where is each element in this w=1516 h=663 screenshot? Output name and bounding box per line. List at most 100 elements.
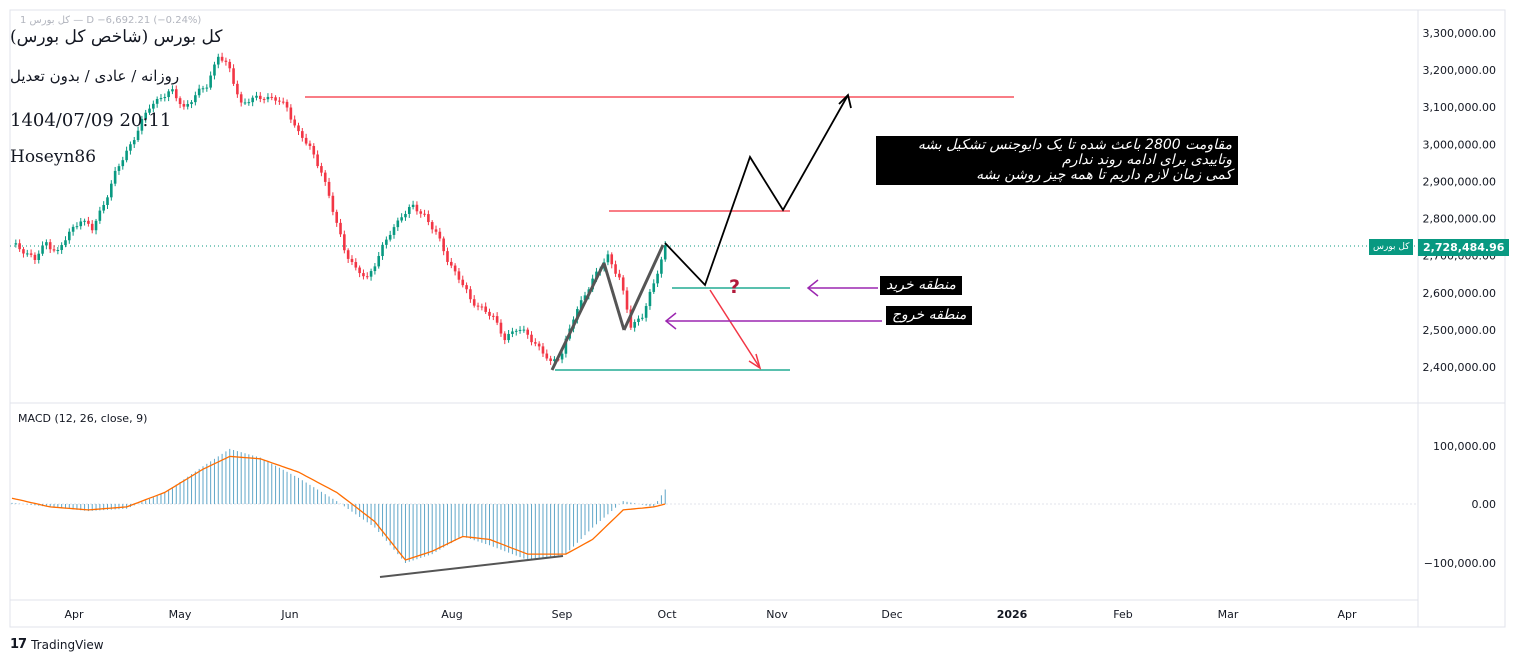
- candle-body: [503, 333, 507, 341]
- macd-divergence-line[interactable]: [379, 555, 564, 578]
- candle-body: [354, 262, 358, 268]
- time-tick-label: Sep: [552, 608, 573, 621]
- candle-body: [308, 143, 312, 146]
- candle-body: [564, 338, 568, 354]
- candle-body: [79, 221, 83, 227]
- candle-body: [610, 254, 614, 265]
- candle-body: [129, 144, 132, 151]
- bearish-path[interactable]: [709, 289, 761, 369]
- candle-body: [343, 234, 346, 251]
- time-tick-label: 2026: [997, 608, 1028, 621]
- tradingview-wordmark: TradingView: [31, 637, 104, 652]
- candle-body: [186, 104, 190, 107]
- candle-body: [33, 254, 37, 260]
- candle-body: [178, 98, 182, 105]
- time-tick-label: Apr: [64, 608, 84, 621]
- candle-body: [117, 166, 121, 171]
- candle-body: [373, 266, 377, 272]
- time-tick-label: Mar: [1218, 608, 1239, 621]
- chart-subtitle: روزانه / عادی / بدون تعدیل: [10, 67, 180, 85]
- candle-body: [339, 222, 342, 235]
- candle-body: [331, 195, 335, 212]
- candle-body: [14, 243, 18, 245]
- last-price-symbol-badge: کل بورس: [1369, 239, 1414, 255]
- candle-body: [236, 83, 239, 95]
- candle-body: [87, 220, 90, 224]
- chart-author: Hoseyn86: [10, 147, 97, 167]
- candle-body: [323, 172, 327, 182]
- candle-body: [213, 64, 216, 76]
- candle-body: [41, 245, 44, 254]
- candle-body: [255, 95, 258, 98]
- candle-body: [289, 107, 293, 120]
- candle-body: [102, 204, 105, 211]
- candle-body: [194, 95, 197, 103]
- candle-body: [583, 295, 587, 301]
- price-tick-label: 3,100,000.00: [1423, 101, 1496, 114]
- projected-path[interactable]: [664, 94, 849, 287]
- candle-body: [350, 258, 354, 263]
- candle-body: [495, 316, 499, 323]
- tradingview-logo[interactable]: 17 TradingView: [10, 637, 104, 652]
- buy-zone-label[interactable]: منطقه خرید: [880, 276, 962, 295]
- candle-body: [113, 170, 117, 184]
- candle-body: [83, 220, 86, 222]
- price-tick-label: 2,800,000.00: [1423, 213, 1496, 226]
- candle-body: [243, 102, 247, 104]
- candle-body: [614, 264, 617, 274]
- exit-zone-label[interactable]: منطقه خروج: [886, 306, 973, 325]
- price-axis[interactable]: 3,300,000.00 3,200,000.00 3,100,000.00 3,00…: [1423, 27, 1496, 374]
- candle-body: [392, 227, 396, 235]
- macd-legend[interactable]: MACD (12, 26, close, 9): [18, 412, 148, 425]
- candle-body: [190, 102, 193, 105]
- candle-body: [407, 207, 411, 214]
- candle-body: [155, 99, 159, 104]
- time-tick-label: May: [169, 608, 192, 621]
- candle-body: [301, 131, 304, 138]
- candle-body: [480, 306, 484, 308]
- candle-body: [239, 94, 243, 103]
- candle-body: [90, 223, 94, 231]
- candle-body: [411, 204, 415, 208]
- resistance-note[interactable]: مقاومت 2800 باعث شده تا یک دایوجنس تشکیل…: [876, 136, 1238, 185]
- candle-body: [216, 56, 220, 65]
- candle-body: [358, 267, 361, 274]
- candle-body: [274, 97, 277, 101]
- candle-body: [297, 125, 300, 132]
- candle-body: [132, 140, 136, 145]
- candle-body: [121, 160, 125, 167]
- trend-leg-up-1[interactable]: [550, 262, 606, 371]
- candle-body: [224, 60, 228, 62]
- candle-body: [576, 309, 579, 320]
- candle-body: [534, 342, 537, 344]
- candle-body: [346, 250, 350, 259]
- time-tick-label: Feb: [1113, 608, 1132, 621]
- candle-body: [442, 238, 445, 252]
- time-tick-label: Jun: [280, 608, 298, 621]
- time-axis[interactable]: Apr May Jun Aug Sep Oct Nov Dec 2026 Feb Mar Apr: [64, 608, 1357, 621]
- price-tick-label: 2,500,000.00: [1423, 324, 1496, 337]
- candle-body: [365, 276, 369, 278]
- candle-body: [404, 213, 407, 218]
- candle-body: [625, 290, 629, 310]
- trend-leg-up-2[interactable]: [622, 244, 665, 331]
- candle-body: [174, 89, 178, 99]
- candle-body: [152, 103, 155, 109]
- candle-body: [648, 291, 652, 307]
- macd-axis[interactable]: 100,000.00 0.00 −100,000.00: [1424, 440, 1496, 570]
- chart-frame: [9, 9, 1506, 628]
- candle-body: [400, 217, 403, 221]
- trend-leg-down[interactable]: [602, 262, 626, 331]
- candle-body: [281, 101, 285, 103]
- candle-body: [644, 306, 648, 318]
- candle-body: [182, 104, 186, 107]
- candle-body: [68, 231, 71, 241]
- time-tick-label: Oct: [657, 608, 677, 621]
- candle-body: [29, 253, 33, 255]
- signal-line: [11, 455, 666, 561]
- price-tick-label: 3,000,000.00: [1423, 138, 1496, 151]
- candle-body: [197, 88, 201, 96]
- price-tick-label: 2,900,000.00: [1423, 175, 1496, 188]
- candle-body: [381, 244, 384, 257]
